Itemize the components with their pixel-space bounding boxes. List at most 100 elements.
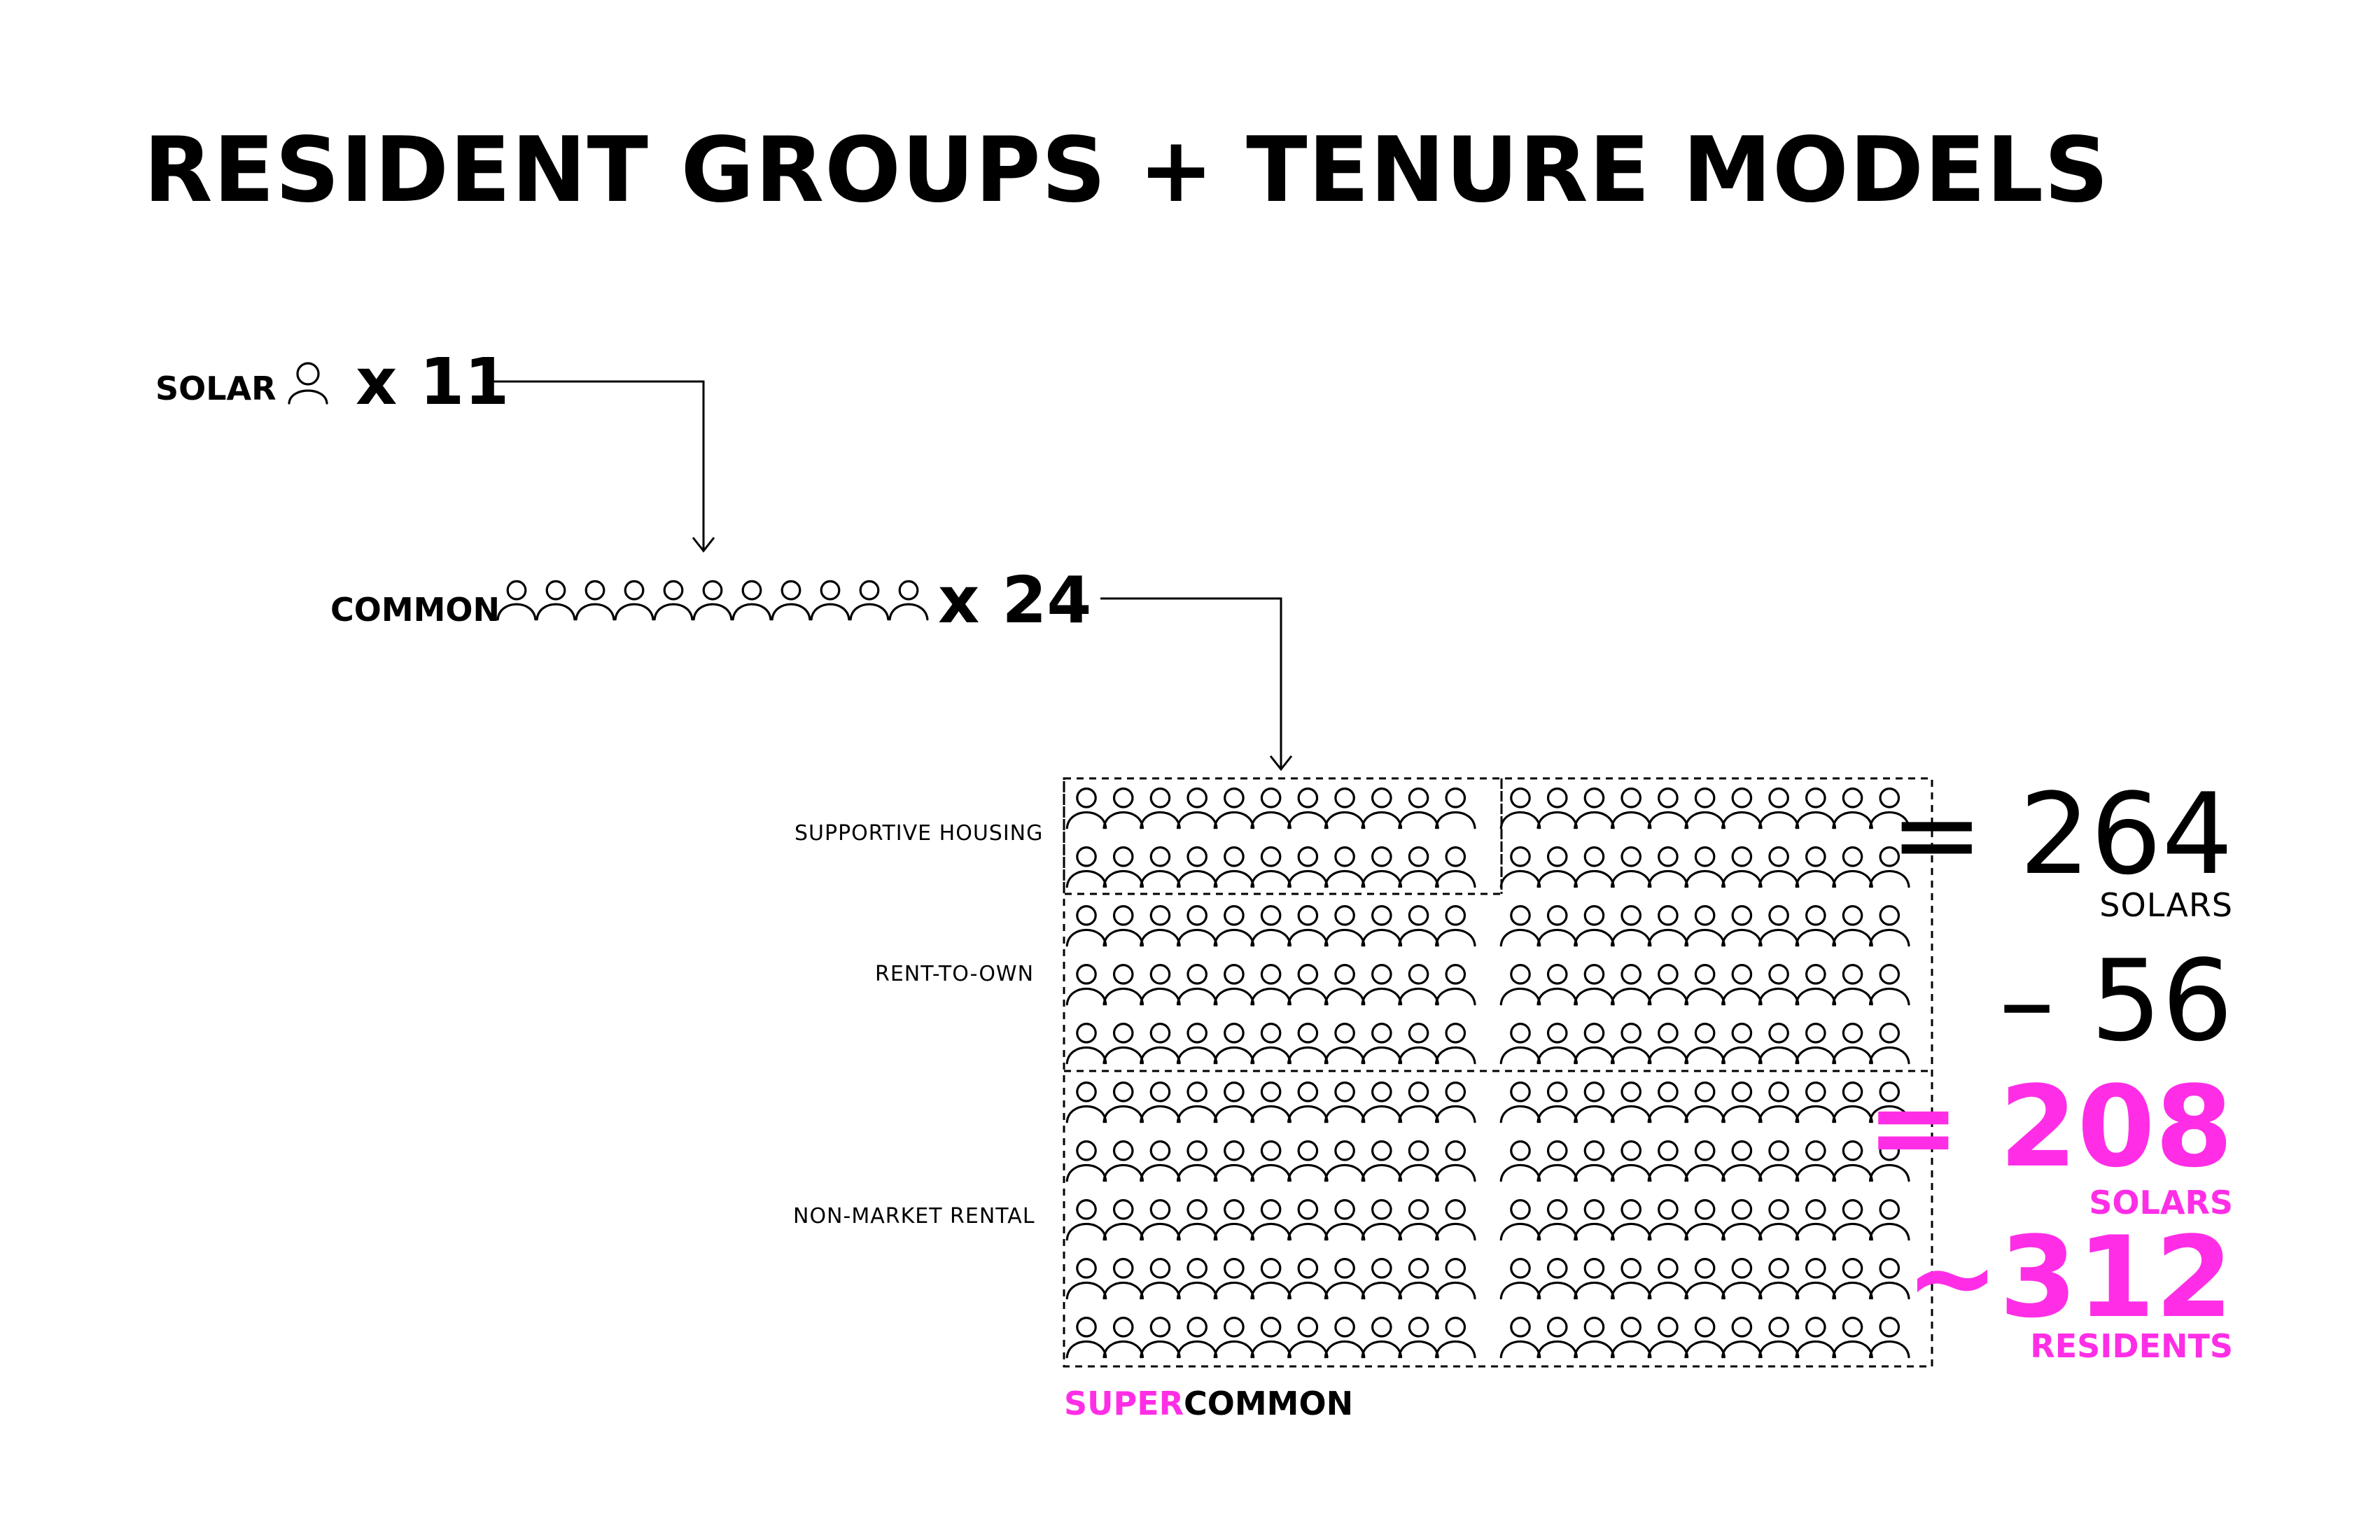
person-icon xyxy=(1721,1257,1763,1300)
person-icon xyxy=(1832,787,1873,830)
person-icon xyxy=(1499,1316,1541,1359)
person-icon xyxy=(1795,1081,1837,1124)
person-icon xyxy=(1536,787,1578,830)
person-icon xyxy=(1721,1022,1763,1065)
person-icon xyxy=(1398,1257,1439,1300)
person-icon xyxy=(1287,787,1329,830)
person-icon xyxy=(1434,1257,1476,1300)
person-icon xyxy=(1102,1198,1144,1241)
person-icon xyxy=(1647,1198,1689,1241)
person-icon xyxy=(288,362,328,405)
person-icon xyxy=(1574,846,1615,888)
person-icon xyxy=(1536,1081,1578,1124)
person-icon xyxy=(1868,963,1910,1006)
person-icon xyxy=(1610,1316,1652,1359)
person-icon xyxy=(1140,1198,1181,1241)
person-icon xyxy=(1758,1198,1800,1241)
person-icon xyxy=(1140,905,1181,947)
person-icon xyxy=(1610,1140,1652,1182)
person-icon xyxy=(1758,1022,1800,1065)
person-icon xyxy=(1213,1257,1255,1300)
person-icon xyxy=(1361,1257,1403,1300)
solars-total-label: SOLARS xyxy=(2099,886,2233,924)
person-icon xyxy=(1398,787,1439,830)
person-icon xyxy=(1065,1198,1107,1241)
person-icon xyxy=(1250,846,1292,888)
person-icon xyxy=(1684,1081,1726,1124)
person-icon xyxy=(1795,1198,1837,1241)
person-icon xyxy=(1499,1022,1541,1065)
person-icon xyxy=(1499,905,1541,947)
person-icon xyxy=(1102,1140,1144,1182)
person-icon xyxy=(1795,787,1837,830)
person-icon xyxy=(1758,1081,1800,1124)
person-icon xyxy=(1213,1140,1255,1182)
supercommon-prefix: SUPER xyxy=(1064,1385,1184,1422)
person-icon xyxy=(1140,787,1181,830)
person-icon xyxy=(1868,1198,1910,1241)
person-icon xyxy=(1868,787,1910,830)
person-icon xyxy=(1721,1081,1763,1124)
group-label-supportive-housing: SUPPORTIVE HOUSING xyxy=(794,821,1044,846)
person-icon xyxy=(1795,1140,1837,1182)
solars-total: = 264 xyxy=(1889,769,2233,899)
person-icon xyxy=(1434,787,1476,830)
person-icon xyxy=(1610,1081,1652,1124)
common-label: COMMON xyxy=(330,591,500,629)
person-icon xyxy=(1287,1257,1329,1300)
person-icon xyxy=(1610,963,1652,1006)
person-icon xyxy=(1140,846,1181,888)
person-icon xyxy=(1499,1081,1541,1124)
person-icon xyxy=(1574,963,1615,1006)
person-icon xyxy=(1065,905,1107,947)
person-icon xyxy=(1140,1257,1181,1300)
person-icon xyxy=(1795,1022,1837,1065)
residents-label: RESIDENTS xyxy=(2030,1327,2233,1365)
person-icon xyxy=(1647,1316,1689,1359)
person-icon xyxy=(1610,1022,1652,1065)
person-icon xyxy=(1536,905,1578,947)
person-icon xyxy=(1361,1022,1403,1065)
person-icon xyxy=(1102,1022,1144,1065)
person-icon xyxy=(1684,1198,1726,1241)
person-icon xyxy=(1176,1022,1218,1065)
person-icon xyxy=(1684,905,1726,947)
person-icon xyxy=(1213,787,1255,830)
person-icon xyxy=(1684,963,1726,1006)
person-icon xyxy=(1647,1022,1689,1065)
person-icon xyxy=(1102,846,1144,888)
person-icon xyxy=(1610,1257,1652,1300)
person-icon xyxy=(1721,905,1763,947)
person-icon xyxy=(1832,846,1873,888)
person-icon xyxy=(1250,963,1292,1006)
person-icon xyxy=(1721,963,1763,1006)
person-icon xyxy=(692,580,733,621)
person-icon xyxy=(1684,1022,1726,1065)
group-label-non-market-rental: NON-MARKET RENTAL xyxy=(793,1204,1035,1228)
common-person-icons xyxy=(496,580,929,621)
person-icon xyxy=(1065,787,1107,830)
person-icon xyxy=(1176,963,1218,1006)
person-icon xyxy=(732,580,772,621)
person-icon xyxy=(1250,787,1292,830)
person-icon xyxy=(1574,1022,1615,1065)
person-icon xyxy=(1758,1140,1800,1182)
solars-net: = 208 xyxy=(1866,1061,2233,1192)
person-icon xyxy=(1536,1316,1578,1359)
person-icon xyxy=(1434,905,1476,947)
person-icon xyxy=(1324,1081,1366,1124)
person-icon xyxy=(1536,963,1578,1006)
person-icon xyxy=(1065,1081,1107,1124)
person-icon xyxy=(1213,846,1255,888)
common-count: x 24 xyxy=(938,563,1092,638)
person-icon xyxy=(1324,1316,1366,1359)
person-icon xyxy=(1250,1022,1292,1065)
person-icon xyxy=(1176,787,1218,830)
person-icon xyxy=(1684,1140,1726,1182)
person-icon xyxy=(1287,905,1329,947)
person-icon xyxy=(771,580,811,621)
person-icon xyxy=(1574,1316,1615,1359)
person-icon xyxy=(1499,1198,1541,1241)
person-icon xyxy=(1213,1081,1255,1124)
